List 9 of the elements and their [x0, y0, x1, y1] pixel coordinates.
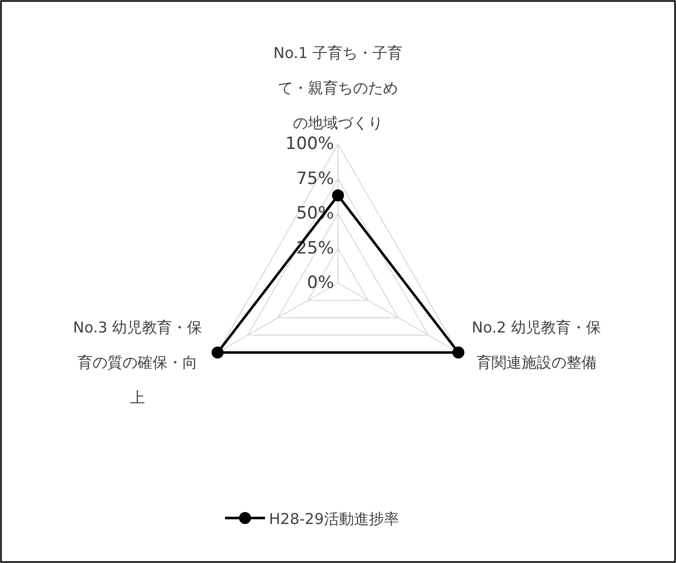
legend-label: H28-29活動進捗率 — [269, 510, 399, 528]
spoke-label: No.3 幼児教育・保育の質の確保・向上 — [73, 318, 202, 406]
y-tick-label: 25% — [296, 238, 334, 258]
y-tick-label: 75% — [296, 168, 334, 189]
spoke-label: No.1 子育ち・子育て・親育ちのための地域づくり — [273, 44, 403, 132]
y-tick-label: 100% — [285, 134, 334, 154]
y-tick-label: 0% — [307, 273, 334, 293]
legend: H28-29活動進捗率 — [225, 510, 399, 528]
spoke-label: No.2 幼児教育・保育関連施設の整備 — [472, 318, 601, 372]
